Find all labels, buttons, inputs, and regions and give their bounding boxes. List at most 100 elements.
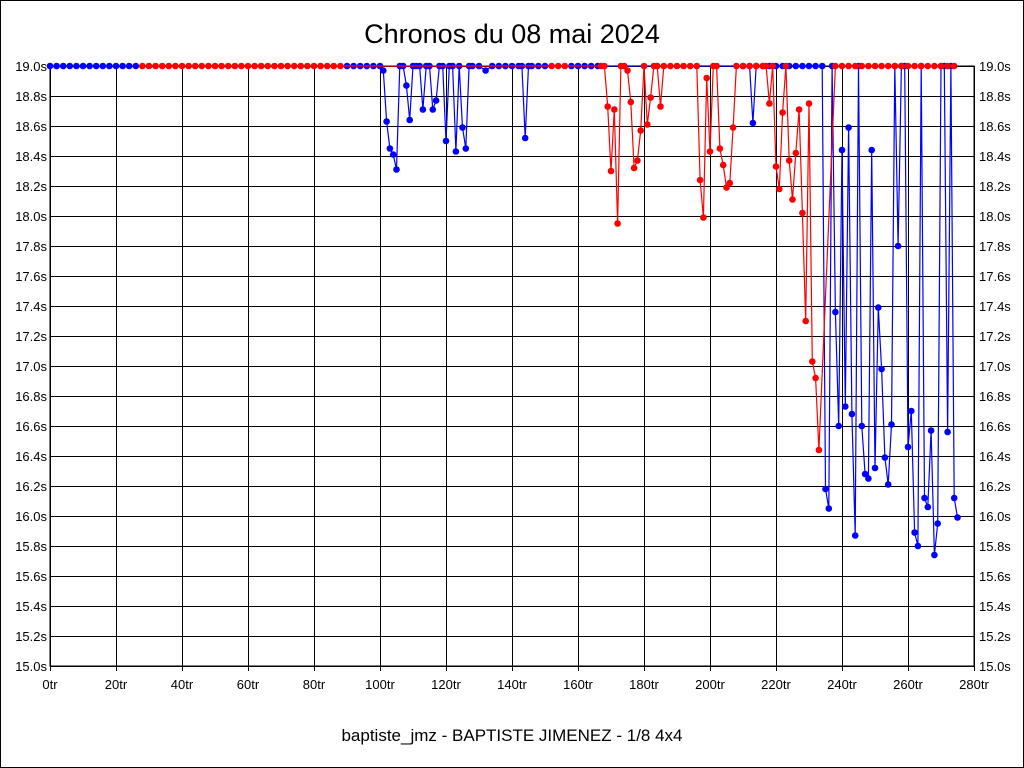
data-point bbox=[257, 62, 265, 70]
data-point bbox=[452, 148, 460, 155]
y-tick-label-right: 18.2s bbox=[979, 179, 1011, 194]
data-point bbox=[799, 209, 806, 217]
y-tick-label-left: 19.0s bbox=[15, 59, 47, 74]
y-tick-label-left: 17.2s bbox=[15, 329, 47, 344]
data-point bbox=[79, 62, 87, 70]
data-point bbox=[713, 62, 720, 70]
data-point bbox=[822, 485, 829, 493]
data-point bbox=[521, 134, 529, 142]
y-tick-label-left: 17.6s bbox=[15, 269, 47, 284]
y-tick-label-left: 15.0s bbox=[15, 659, 47, 674]
data-point bbox=[782, 62, 790, 70]
y-tick-label-right: 18.0s bbox=[979, 209, 1011, 224]
data-point bbox=[205, 62, 212, 70]
data-point bbox=[911, 62, 918, 70]
data-point bbox=[878, 62, 885, 70]
data-point bbox=[218, 62, 225, 70]
data-point bbox=[812, 374, 819, 382]
data-point bbox=[680, 62, 687, 70]
data-point bbox=[878, 365, 885, 373]
data-point bbox=[53, 62, 60, 70]
data-point bbox=[805, 62, 813, 70]
data-point bbox=[924, 62, 932, 70]
data-point bbox=[812, 62, 819, 70]
data-point bbox=[231, 62, 239, 70]
data-point bbox=[119, 62, 126, 70]
y-tick-label-right: 17.6s bbox=[979, 269, 1011, 284]
data-point bbox=[647, 94, 654, 101]
data-point bbox=[950, 494, 958, 502]
data-point bbox=[198, 62, 206, 70]
y-tick-label-left: 16.4s bbox=[15, 449, 47, 464]
y-axis-right: 19.0s 18.8s 18.6s 18.4s 18.2s 18.0s 17.8s 17.6s… bbox=[979, 59, 1011, 674]
data-point bbox=[832, 308, 839, 316]
data-point bbox=[891, 62, 899, 70]
data-point bbox=[611, 106, 618, 113]
data-point bbox=[792, 62, 800, 70]
data-point bbox=[700, 214, 707, 221]
data-point bbox=[908, 407, 915, 415]
data-point bbox=[914, 542, 922, 550]
data-point bbox=[624, 67, 631, 74]
y-tick-label-right: 15.2s bbox=[979, 629, 1011, 644]
data-point bbox=[805, 100, 813, 107]
data-point bbox=[931, 551, 938, 559]
data-point bbox=[172, 62, 179, 70]
x-tick-label: 80tr bbox=[303, 677, 326, 692]
data-point bbox=[851, 532, 859, 539]
x-tick-label: 200tr bbox=[695, 677, 725, 692]
data-point bbox=[145, 62, 153, 70]
y-tick-label-left: 16.8s bbox=[15, 389, 47, 404]
y-tick-label-left: 16.2s bbox=[15, 479, 47, 494]
data-point bbox=[66, 62, 74, 70]
data-point bbox=[954, 514, 961, 521]
data-point bbox=[809, 358, 816, 365]
data-point bbox=[406, 116, 414, 124]
y-tick-label-right: 18.8s bbox=[979, 89, 1011, 104]
data-point bbox=[211, 62, 219, 70]
data-point bbox=[277, 62, 285, 70]
data-point bbox=[726, 179, 734, 187]
data-point bbox=[937, 62, 945, 70]
data-point bbox=[921, 494, 928, 502]
data-point bbox=[132, 62, 140, 70]
data-point bbox=[264, 62, 272, 70]
y-tick-label-right: 17.4s bbox=[979, 299, 1011, 314]
data-point bbox=[825, 505, 833, 512]
data-point bbox=[660, 62, 668, 70]
data-point bbox=[792, 149, 800, 157]
data-point bbox=[191, 62, 199, 70]
x-tick-label: 180tr bbox=[629, 677, 659, 692]
data-point bbox=[719, 161, 727, 169]
data-point bbox=[251, 62, 258, 70]
data-point bbox=[86, 62, 93, 70]
data-point bbox=[894, 242, 902, 250]
data-point bbox=[284, 62, 291, 70]
data-point bbox=[290, 62, 298, 70]
data-point bbox=[667, 62, 674, 70]
data-point bbox=[729, 124, 737, 131]
data-point bbox=[657, 103, 664, 110]
y-tick-label-right: 17.2s bbox=[979, 329, 1011, 344]
series-layer bbox=[46, 62, 961, 559]
data-point bbox=[835, 422, 842, 430]
data-point bbox=[934, 520, 941, 527]
data-point bbox=[858, 62, 866, 70]
y-tick-label-right: 15.8s bbox=[979, 539, 1011, 554]
y-tick-label-left: 15.4s bbox=[15, 599, 47, 614]
data-point bbox=[911, 529, 918, 536]
data-point bbox=[848, 410, 856, 418]
data-point bbox=[601, 62, 608, 70]
y-tick-label-right: 15.6s bbox=[979, 569, 1011, 584]
data-point bbox=[139, 62, 146, 70]
data-point bbox=[99, 62, 107, 70]
grid-lines bbox=[50, 66, 975, 671]
data-point bbox=[393, 166, 400, 173]
data-point bbox=[772, 163, 780, 170]
data-point bbox=[762, 62, 770, 70]
data-point bbox=[644, 121, 651, 128]
y-tick-label-right: 16.0s bbox=[979, 509, 1011, 524]
data-point bbox=[637, 127, 644, 134]
data-point bbox=[158, 62, 166, 70]
data-point bbox=[554, 62, 562, 70]
